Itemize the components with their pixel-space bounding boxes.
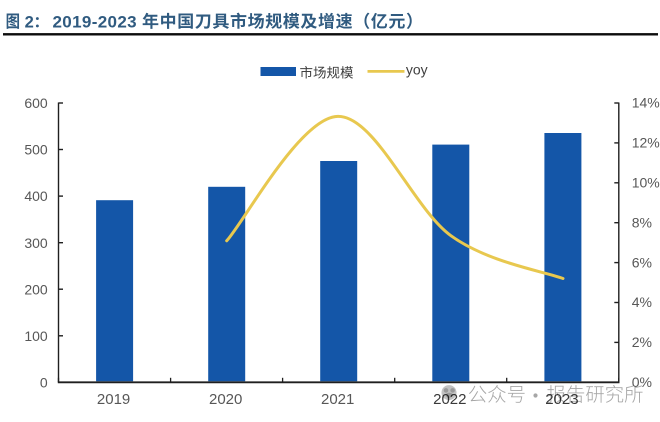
svg-text:500: 500 (24, 142, 48, 158)
svg-text:12%: 12% (632, 135, 660, 151)
svg-text:2019-2023: 2019-2023 (53, 12, 137, 31)
svg-text:6%: 6% (632, 254, 652, 270)
svg-text:2: 2 (25, 13, 34, 31)
svg-text:yoy: yoy (406, 61, 428, 77)
svg-text:2023: 2023 (545, 391, 578, 408)
svg-text:400: 400 (24, 188, 48, 204)
svg-text:2019: 2019 (97, 391, 130, 408)
svg-text:2%: 2% (632, 334, 652, 350)
svg-text:14%: 14% (632, 95, 660, 111)
svg-text:10%: 10% (632, 175, 660, 191)
svg-text:300: 300 (24, 235, 48, 251)
svg-text:2020: 2020 (209, 391, 242, 408)
svg-text:200: 200 (24, 281, 48, 297)
svg-text:0%: 0% (632, 374, 652, 390)
svg-text:600: 600 (24, 95, 48, 111)
svg-text:4%: 4% (632, 294, 652, 310)
svg-text:100: 100 (24, 328, 48, 344)
svg-text:0: 0 (40, 374, 48, 390)
svg-text:2021: 2021 (321, 391, 354, 408)
svg-text:8%: 8% (632, 214, 652, 230)
